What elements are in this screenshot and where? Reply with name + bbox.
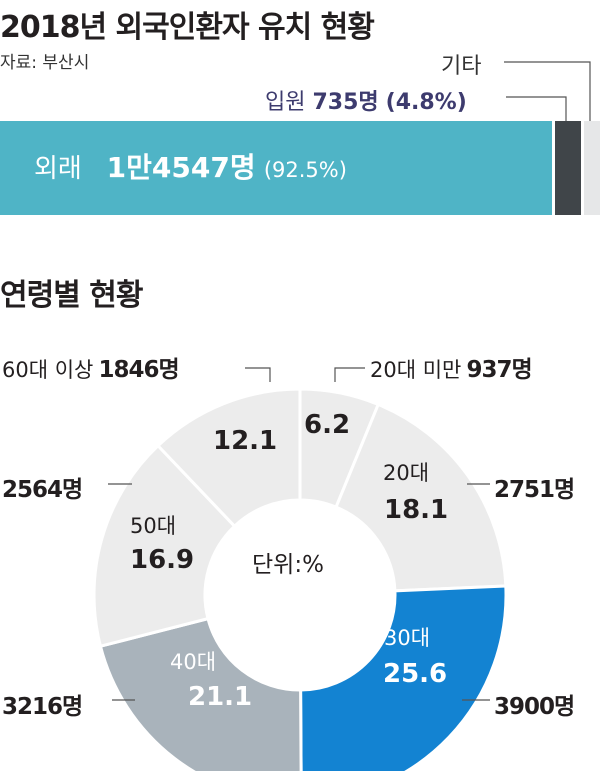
stacked-bar <box>0 121 600 215</box>
donut-chart <box>92 367 508 771</box>
category-label-30s: 30대 <box>384 626 431 650</box>
bar-segment-inpatient <box>555 121 581 215</box>
outer-label-40s-count: 3216명 <box>2 694 83 720</box>
outer-label-60plus: 60대 이상 1846명 <box>2 350 180 384</box>
bar-segment-other <box>583 121 600 215</box>
bar-label-outpatient: 외래 1만4547명 (92.5%) <box>34 146 347 186</box>
outer-label-20s-count: 2751명 <box>494 477 575 503</box>
outpatient-count: 1만4547명 <box>106 151 256 184</box>
value-label-40s: 21.1 <box>188 682 253 712</box>
inpatient-count: 735명 <box>312 90 379 115</box>
value-label-under20: 6.2 <box>304 410 351 440</box>
leader-60plus <box>245 367 271 382</box>
bar-label-other: 기타 <box>441 54 482 79</box>
bar-segment-outpatient <box>0 121 552 215</box>
value-label-60plus: 12.1 <box>213 426 278 456</box>
outer-label-under20-name: 20대 미만 <box>370 358 462 382</box>
donut-slice-20s <box>334 402 508 593</box>
outpatient-percent: (92.5%) <box>263 158 347 182</box>
donut-slice-50s <box>92 443 237 649</box>
value-label-30s: 25.6 <box>383 659 448 689</box>
bar-leader-lines <box>504 61 591 121</box>
donut-slice-60plus <box>155 387 302 529</box>
inpatient-percent: (4.8%) <box>385 90 467 115</box>
outer-label-under20-count: 937명 <box>466 357 532 383</box>
leader-line-inpatient <box>506 96 567 121</box>
outpatient-name: 외래 <box>34 154 82 184</box>
chart-title-patients: 2018년 외국인환자 유치 현황 <box>0 10 375 45</box>
category-label-40s: 40대 <box>170 650 217 674</box>
donut-slices <box>92 387 508 771</box>
outer-label-60plus-name: 60대 이상 <box>2 358 94 382</box>
bar-label-inpatient: 입원 735명 (4.8%) <box>265 84 467 116</box>
value-label-50s: 16.9 <box>130 545 195 575</box>
category-label-50s: 50대 <box>130 514 177 538</box>
inpatient-name: 입원 <box>265 90 306 115</box>
category-label-20s: 20대 <box>383 461 430 485</box>
donut-slice-40s <box>98 616 303 771</box>
outer-label-under20: 20대 미만 937명 <box>370 350 533 384</box>
value-label-20s: 18.1 <box>384 495 449 525</box>
outer-label-50s-count: 2564명 <box>2 477 83 503</box>
unit-label: 단위:% <box>252 552 324 578</box>
leader-under20 <box>334 367 365 382</box>
donut-slice-30s <box>299 584 508 771</box>
chart-title-age: 연령별 현황 <box>0 278 143 313</box>
leader-line-other <box>504 61 591 121</box>
source-note: 자료: 부산시 <box>0 53 90 73</box>
outer-label-60plus-count: 1846명 <box>98 357 179 383</box>
outer-label-30s-count: 3900명 <box>494 694 575 720</box>
donut-leader-lines <box>108 367 490 701</box>
